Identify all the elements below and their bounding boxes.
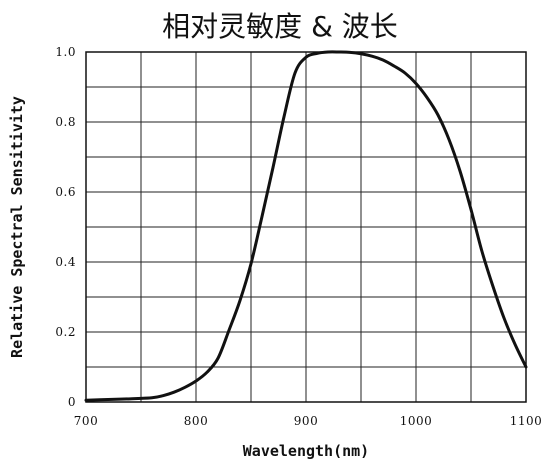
y-tick-label: 0	[68, 395, 76, 409]
y-axis-title: Relative Spectral Sensitivity	[8, 96, 26, 358]
x-axis-title: Wavelength(nm)	[243, 442, 369, 460]
y-tick-label: 1.0	[55, 45, 76, 59]
x-tick-label: 800	[184, 414, 208, 428]
sensitivity-curve	[84, 50, 528, 402]
plot-area-frame	[85, 51, 527, 403]
y-tick-label: 0.4	[55, 255, 76, 269]
x-tick-label: 900	[294, 414, 318, 428]
y-tick-label: 0.2	[55, 325, 76, 339]
y-tick-label: 0.6	[55, 185, 76, 199]
x-tick-label: 700	[74, 414, 98, 428]
grid-lines	[86, 52, 526, 402]
x-tick-label: 1100	[510, 414, 543, 428]
chart-title: 相对灵敏度 & 波长	[162, 10, 398, 43]
y-axis-ticks: 0 0.2 0.4 0.6 0.8 1.0	[55, 45, 76, 409]
x-axis-ticks: 700 800 900 1000 1100	[74, 414, 542, 428]
y-tick-label: 0.8	[55, 115, 76, 129]
x-tick-label: 1000	[400, 414, 433, 428]
